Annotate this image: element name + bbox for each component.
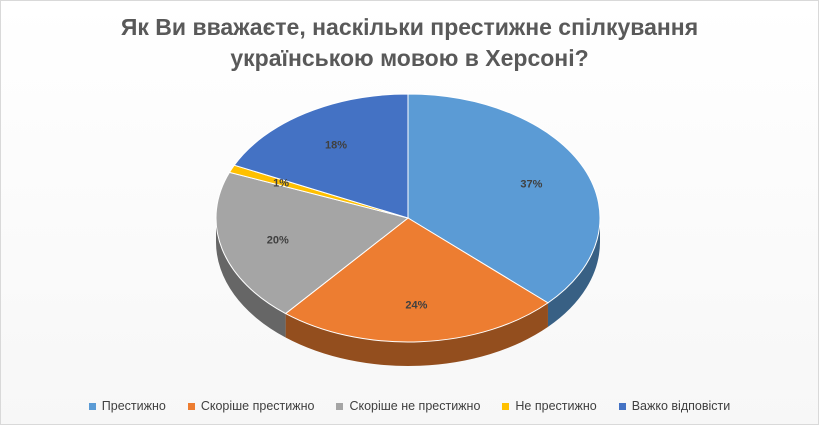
legend-swatch	[336, 402, 344, 410]
legend-swatch	[187, 402, 195, 410]
legend-label: Престижно	[101, 399, 166, 413]
chart-title: Як Ви вважаєте, наскільки престижне спіл…	[0, 12, 819, 74]
pie-data-label: 24%	[405, 300, 427, 312]
pie-slice	[407, 93, 601, 304]
legend-label: Важко відповісти	[631, 399, 731, 413]
legend-item: Важко відповісти	[618, 399, 731, 413]
pie-slice	[215, 171, 410, 315]
chart-legend: Престижно Скоріше престижно Скоріше не п…	[0, 399, 819, 413]
chart-title-line-2: українською мовою в Херсоні?	[230, 45, 589, 71]
pie-data-labels: 37% 24% 20% 1% 18%	[267, 140, 543, 312]
pie-data-label: 1%	[273, 178, 289, 190]
chart-title-line-1: Як Ви вважаєте, наскільки престижне спіл…	[120, 14, 699, 40]
pie-data-label: 18%	[325, 140, 347, 152]
legend-item: Скоріше не престижно	[336, 399, 480, 413]
legend-item: Не престижно	[502, 399, 597, 413]
pie-slice	[284, 217, 549, 343]
legend-label: Скоріше престижно	[200, 399, 315, 413]
legend-label: Не престижно	[515, 399, 597, 413]
pie-top-faces	[215, 93, 601, 343]
legend-item: Скоріше престижно	[187, 399, 315, 413]
pie-slice-side	[216, 218, 286, 338]
legend-swatch	[502, 402, 510, 410]
pie-data-label: 20%	[267, 235, 289, 247]
legend-item: Престижно	[88, 399, 166, 413]
legend-label: Скоріше не престижно	[349, 399, 481, 413]
pie-data-label: 37%	[520, 179, 542, 191]
pie-slice-side	[547, 218, 600, 327]
pie-side-walls	[216, 218, 600, 366]
legend-swatch	[88, 402, 96, 410]
pie-slice-side	[285, 302, 548, 366]
pie-slice	[233, 93, 409, 219]
legend-swatch	[618, 402, 626, 410]
